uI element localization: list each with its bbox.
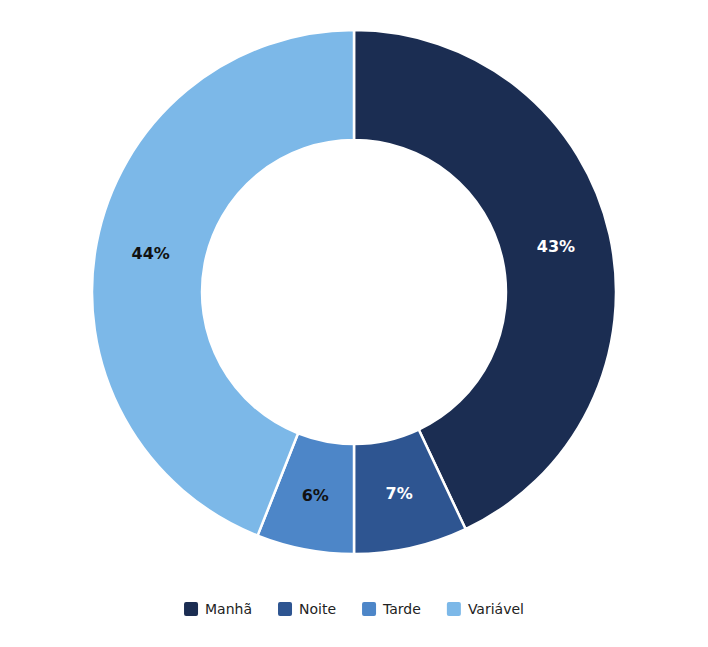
legend-swatch xyxy=(184,602,198,616)
legend-label: Manhã xyxy=(205,601,252,617)
data-label: 44% xyxy=(132,244,170,263)
slice xyxy=(354,429,466,554)
legend-label: Tarde xyxy=(382,601,421,617)
legend-swatch xyxy=(278,602,292,616)
legend-item: Manhã xyxy=(184,601,252,617)
legend-label: Variável xyxy=(468,601,524,617)
legend-swatch xyxy=(447,602,461,616)
legend-item: Noite xyxy=(278,601,336,617)
slices xyxy=(92,30,616,554)
data-label: 7% xyxy=(386,484,413,503)
slice xyxy=(92,30,354,536)
legend-label: Noite xyxy=(299,601,336,617)
legend-item: Tarde xyxy=(362,601,421,617)
legend: Manhã Noite Tarde Variável xyxy=(184,601,524,617)
data-label: 6% xyxy=(302,486,329,505)
data-labels: 43% 7% 6% 44% xyxy=(132,237,576,504)
data-label: 43% xyxy=(537,237,575,256)
legend-swatch xyxy=(362,602,376,616)
legend-item: Variável xyxy=(447,601,524,617)
chart-svg: 43% 7% 6% 44% Manhã Noite Tarde Variável xyxy=(0,0,708,647)
chart-container: 43% 7% 6% 44% Manhã Noite Tarde Variável xyxy=(0,0,708,647)
